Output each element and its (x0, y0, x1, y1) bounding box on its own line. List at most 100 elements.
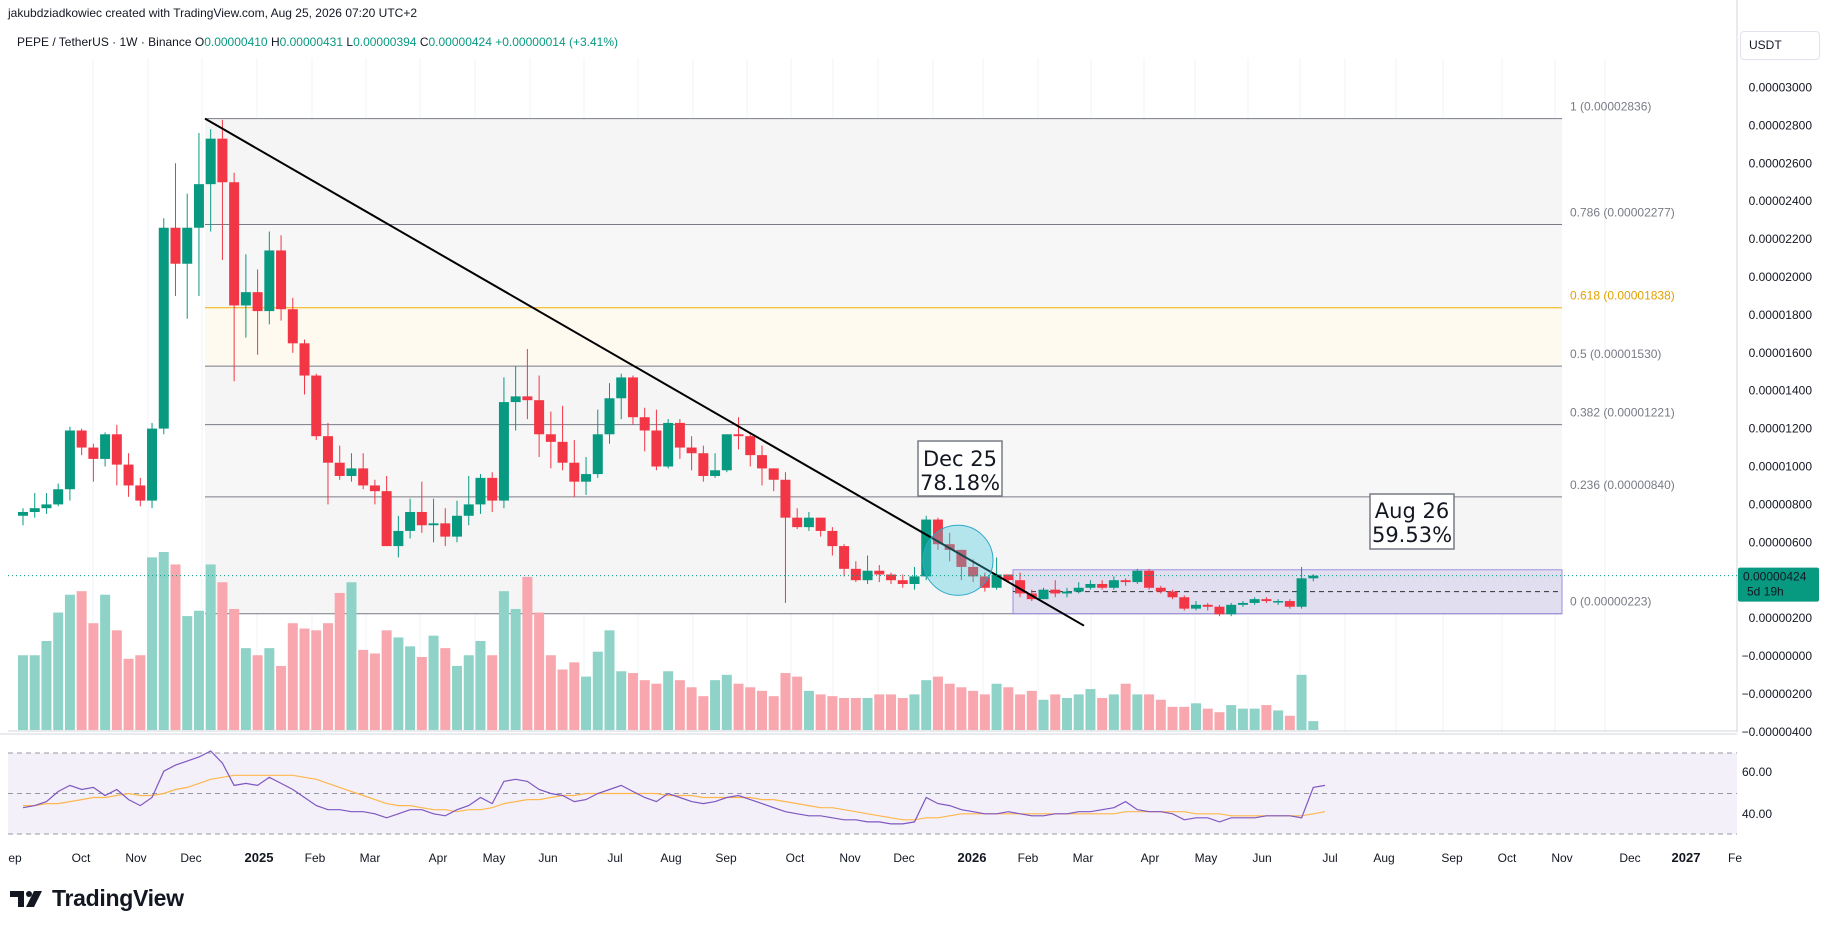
candle-body (1038, 589, 1049, 600)
time-tick-label: Mar (1073, 851, 1094, 865)
volume-bar (1038, 699, 1049, 730)
symbol-title[interactable]: PEPE / TetherUS · 1W · Binance (17, 35, 192, 49)
time-tick-label: 2026 (958, 850, 987, 865)
volume-bar (968, 690, 979, 730)
volume-bar (1003, 687, 1014, 730)
volume-bar (498, 591, 509, 730)
fib-level-label: 0.786 (0.00002277) (1570, 206, 1675, 220)
volume-bar (475, 641, 486, 730)
volume-bar (1085, 689, 1096, 730)
price-tick-label: −0.00000200 (1742, 687, 1813, 701)
volume-bar (463, 655, 474, 730)
volume-bar (815, 694, 826, 730)
volume-bar (41, 641, 52, 730)
volume-bar (944, 683, 955, 730)
volume-bar (792, 676, 803, 730)
candle-body (592, 434, 603, 475)
price-tick-label: 0.00000200 (1749, 611, 1813, 625)
volume-bar (1226, 705, 1237, 730)
candle-body (639, 417, 650, 431)
volume-bar (1167, 706, 1178, 730)
candle-body (1202, 604, 1213, 607)
candle-body (627, 377, 638, 418)
candle-body (135, 485, 146, 501)
time-tick-label: ep (8, 851, 22, 865)
high-value: 0.00000431 (279, 35, 344, 49)
candle-body (756, 455, 767, 469)
candle-body (252, 292, 263, 312)
price-tick-label: 0.00001000 (1749, 460, 1813, 474)
volume-bar (1144, 694, 1155, 730)
volume-bar (1214, 712, 1225, 730)
volume-bar (768, 696, 779, 730)
volume-bar (299, 628, 310, 730)
volume-bar (135, 655, 146, 730)
volume-bar (158, 552, 169, 730)
volume-bar (240, 648, 251, 730)
candle-body (1015, 580, 1026, 594)
callout-box (917, 440, 1003, 497)
volume-bar (18, 655, 28, 730)
volume-bar (76, 591, 87, 730)
time-tick-label: Apr (1141, 851, 1160, 865)
candle-body (193, 184, 204, 228)
candle-body (217, 138, 228, 183)
volume-bar (1284, 715, 1295, 730)
time-tick-label: 2025 (245, 850, 274, 865)
fib-level-label: 0 (0.00000223) (1570, 595, 1651, 609)
volume-bar (909, 694, 920, 730)
candle-body (522, 396, 533, 401)
time-tick-label: Dec (180, 851, 201, 865)
fib-zone (205, 496, 1562, 614)
candlestick-series (18, 119, 1319, 617)
breakout-highlight-circle (922, 524, 994, 596)
candle-body (780, 479, 791, 518)
fib-zone (205, 118, 1562, 225)
candle-body (240, 292, 251, 306)
price-tick-label: 0.00002000 (1749, 270, 1813, 284)
time-tick-label: Oct (1498, 851, 1517, 865)
tradingview-brand[interactable]: TradingView (10, 885, 184, 912)
volume-bar (1050, 694, 1061, 730)
candle-body (311, 375, 322, 437)
volume-bar (569, 662, 580, 730)
volume-bar (229, 608, 240, 730)
volume-bar (639, 680, 650, 730)
candle-body (710, 470, 721, 476)
volume-bar (1132, 694, 1143, 730)
price-tick-label: 0.00001400 (1749, 384, 1813, 398)
volume-bar (217, 582, 228, 730)
candle-body (1284, 601, 1295, 607)
volume-bar (534, 612, 545, 730)
volume-bar (956, 687, 967, 730)
volume-bar (393, 637, 404, 730)
candle-body (1097, 583, 1108, 588)
volume-bar (147, 557, 158, 730)
candle-body (76, 430, 87, 448)
candle-body (322, 436, 333, 463)
candle-body (545, 434, 556, 442)
volume-bar (1308, 721, 1319, 730)
downtrend-line (204, 117, 1085, 627)
candle-body (581, 474, 592, 482)
volume-bar (100, 594, 111, 730)
price-tick-label: 0.00002400 (1749, 194, 1813, 208)
volume-bar (1097, 697, 1108, 730)
candle-body (733, 434, 744, 437)
volume-bar (205, 564, 216, 730)
volume-bar (1155, 699, 1166, 730)
candle-body (41, 504, 52, 509)
volume-bar (862, 697, 873, 730)
candle-body (64, 430, 75, 490)
candle-body (287, 309, 298, 344)
candle-body (405, 511, 416, 531)
volume-bar (1108, 694, 1119, 730)
currency-selector[interactable]: USDT (1740, 31, 1820, 60)
candle-body (1296, 578, 1307, 607)
candle-body (147, 428, 158, 501)
price-tick-label: 0.00000600 (1749, 535, 1813, 549)
time-tick-label: Jun (1252, 851, 1271, 865)
brand-name: TradingView (52, 885, 184, 911)
